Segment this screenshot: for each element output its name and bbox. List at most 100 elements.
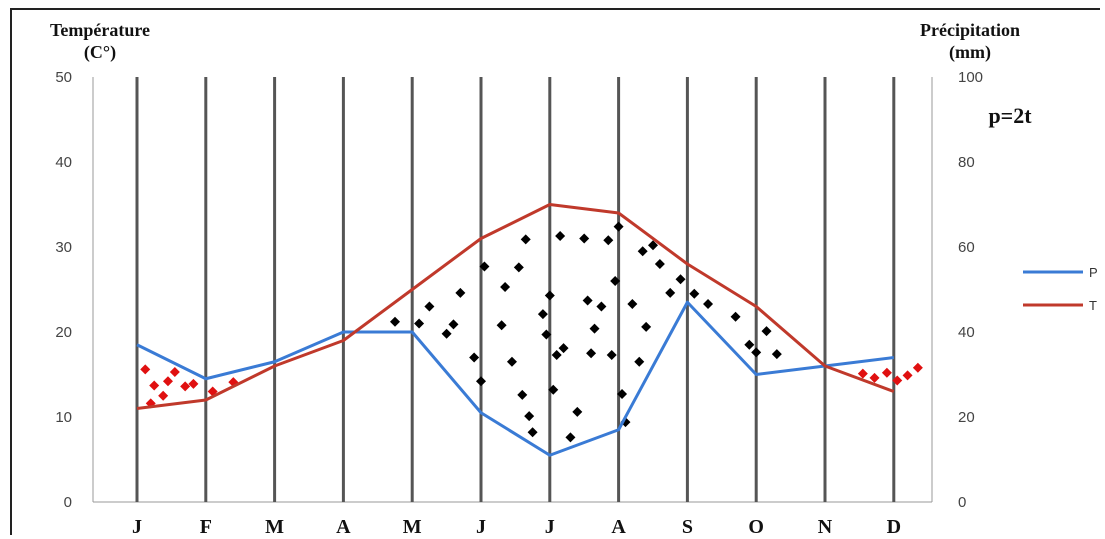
dry-hatch-mark	[610, 276, 621, 286]
month-label: M	[403, 516, 422, 538]
dry-hatch-mark	[524, 411, 535, 422]
month-label: A	[611, 516, 626, 538]
dry-hatch-mark	[648, 240, 658, 251]
right-tick-label: 100	[958, 69, 983, 86]
legend: P T	[1023, 265, 1098, 313]
series-layer	[136, 203, 895, 457]
formula-annotation: p=2t	[988, 103, 1032, 128]
right-axis-title-line2: (mm)	[949, 42, 991, 63]
dry-hatch-mark	[634, 356, 645, 367]
dry-hatch-mark	[744, 339, 755, 350]
dry-hatch-mark	[496, 320, 507, 331]
month-label: M	[265, 516, 284, 538]
dry-hatch-mark	[761, 326, 772, 337]
dry-hatch-mark	[689, 288, 700, 299]
dry-hatch-mark	[506, 356, 517, 367]
legend-label-t: T	[1089, 298, 1097, 313]
dry-hatch-mark	[544, 290, 555, 301]
gridlines	[92, 77, 933, 503]
hatch-layer	[140, 221, 923, 443]
dry-hatch-mark	[596, 301, 607, 312]
dry-hatch-mark	[441, 328, 452, 339]
dry-hatch-mark	[517, 389, 528, 400]
dry-hatch-mark	[703, 298, 714, 309]
month-label: N	[818, 516, 833, 538]
dry-hatch-mark	[479, 261, 490, 272]
dry-hatch-mark	[424, 301, 435, 312]
month-label: F	[200, 516, 212, 538]
right-tick-label: 20	[958, 409, 975, 426]
dry-hatch-mark	[589, 323, 600, 334]
humid-hatch-mark	[892, 375, 903, 386]
series-line-t	[136, 203, 895, 410]
dry-hatch-mark	[520, 234, 531, 245]
dry-hatch-mark	[565, 432, 576, 443]
right-tick-label: 40	[958, 324, 975, 341]
right-tick-label: 0	[958, 494, 966, 511]
right-axis-title-line1: Précipitation	[920, 20, 1020, 40]
dry-hatch-mark	[572, 406, 583, 417]
legend-label-p: P	[1089, 265, 1098, 280]
humid-hatch-mark	[162, 376, 173, 387]
right-tick-label: 80	[958, 154, 975, 171]
dry-hatch-mark	[730, 311, 741, 322]
left-axis-title-line1: Température	[50, 20, 150, 40]
dry-hatch-mark	[558, 343, 569, 354]
right-tick-label: 60	[958, 239, 975, 256]
dry-hatch-mark	[513, 262, 524, 273]
dry-hatch-mark	[555, 230, 566, 241]
dry-hatch-mark	[675, 274, 686, 285]
dry-hatch-mark	[541, 329, 552, 340]
humid-hatch-mark	[857, 368, 868, 379]
dry-hatch-mark	[665, 287, 676, 298]
dry-hatch-mark	[500, 281, 511, 292]
dry-hatch-mark	[476, 376, 486, 387]
month-label: S	[682, 516, 693, 538]
dry-hatch-mark	[603, 235, 614, 246]
left-tick-label: 30	[55, 239, 72, 256]
left-tick-label: 40	[55, 154, 72, 171]
humid-hatch-mark	[869, 372, 880, 383]
humid-hatch-mark	[188, 378, 199, 389]
dry-hatch-mark	[641, 321, 652, 332]
humid-hatch-mark	[149, 380, 160, 391]
left-tick-label: 50	[55, 69, 72, 86]
dry-hatch-mark	[469, 352, 480, 363]
humid-hatch-mark	[902, 370, 913, 381]
ticks-layer: 0 10 20 30 40 50 0 20 40 60 80 100 J F M A M J J A S O N D	[55, 69, 983, 538]
dry-hatch-mark	[414, 318, 425, 329]
humid-hatch-mark	[140, 364, 151, 375]
left-tick-label: 20	[55, 324, 72, 341]
dry-hatch-mark	[771, 349, 782, 360]
left-axis-title-line2: (C°)	[84, 42, 116, 63]
month-label: J	[132, 516, 142, 538]
left-tick-label: 10	[55, 409, 72, 426]
humid-hatch-mark	[158, 390, 169, 401]
dry-hatch-mark	[448, 319, 459, 330]
dry-hatch-mark	[586, 348, 597, 359]
humid-hatch-mark	[881, 367, 892, 378]
dry-hatch-mark	[582, 295, 593, 306]
month-label: A	[336, 516, 351, 538]
dry-hatch-mark	[613, 221, 624, 232]
dry-hatch-mark	[390, 316, 400, 327]
month-label: J	[545, 516, 555, 538]
dry-hatch-mark	[606, 349, 617, 360]
left-tick-label: 0	[64, 494, 72, 511]
dry-hatch-mark	[551, 349, 562, 360]
dry-hatch-mark	[654, 259, 665, 269]
dry-hatch-mark	[627, 298, 638, 309]
month-label: D	[887, 516, 901, 538]
month-label: O	[748, 516, 764, 538]
humid-hatch-mark	[180, 381, 191, 392]
dry-hatch-mark	[455, 287, 466, 298]
dry-hatch-mark	[548, 384, 559, 395]
series-line-p	[136, 300, 894, 457]
humid-hatch-mark	[912, 362, 923, 373]
chart-frame	[10, 8, 1100, 535]
dry-hatch-mark	[637, 246, 648, 257]
dry-hatch-mark	[579, 233, 590, 244]
dry-hatch-mark	[537, 309, 548, 320]
dry-hatch-mark	[527, 427, 538, 438]
